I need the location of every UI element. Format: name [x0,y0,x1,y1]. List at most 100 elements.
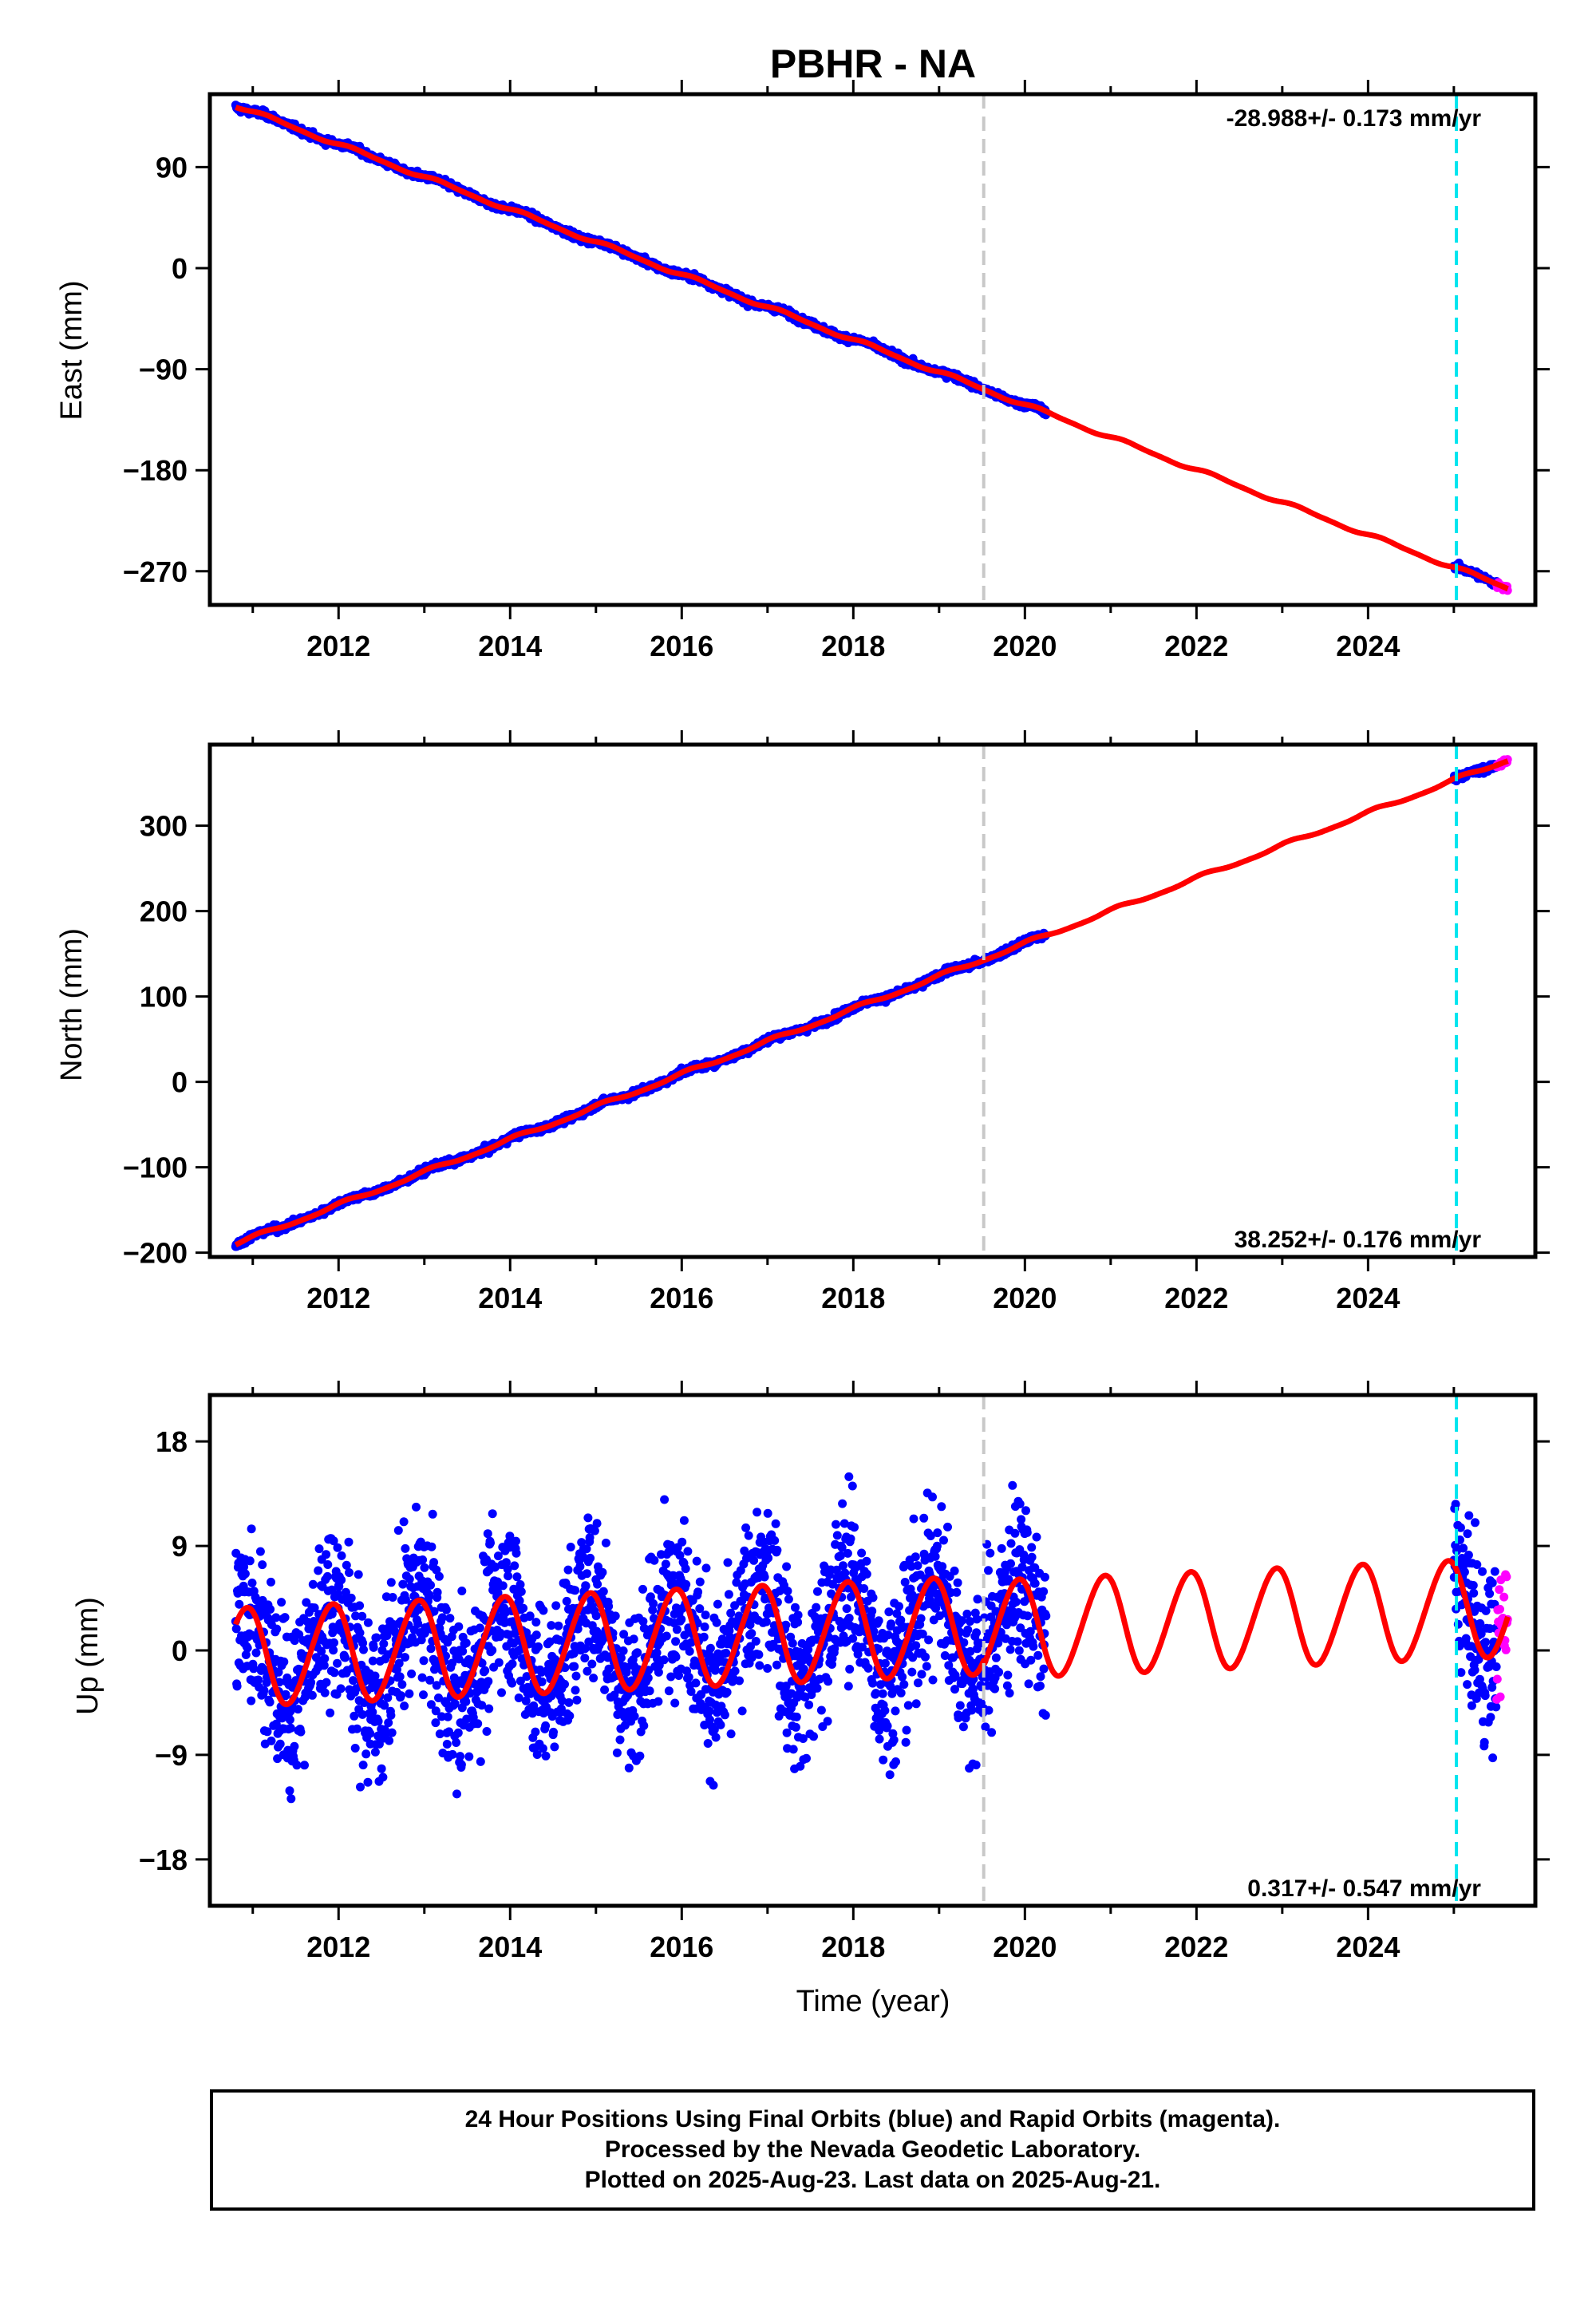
final-orbit-point [418,1555,428,1564]
final-orbit-point [388,1593,397,1602]
final-orbit-point [240,1569,250,1579]
final-orbit-point [550,1742,559,1752]
final-orbit-point [352,1724,361,1733]
final-orbit-point [670,1698,680,1708]
final-orbit-point [726,1608,736,1618]
final-orbit-point [747,1629,757,1638]
final-orbit-point [700,1622,709,1631]
final-orbit-point [243,1643,252,1653]
final-orbit-point [341,1653,350,1662]
north-model-fit-line [233,758,1510,1248]
final-orbit-point [344,1537,354,1547]
north-y-tick-label: 100 [140,981,188,1014]
north-x-tick-label: 2016 [650,1282,713,1314]
east-axis-label: East (mm) [55,280,89,420]
final-orbit-point [358,1611,367,1621]
final-orbit-point [705,1706,714,1716]
final-orbit-point [593,1579,602,1589]
final-orbit-point [255,1547,265,1556]
final-orbit-point [671,1652,681,1662]
final-orbit-point [554,1621,563,1630]
final-orbit-point [363,1618,373,1627]
final-orbit-point [723,1558,733,1567]
final-orbit-point [681,1579,691,1589]
final-orbit-point [565,1711,575,1721]
final-orbit-point [709,1780,718,1790]
final-orbit-point [566,1543,575,1551]
final-orbit-point [741,1523,751,1532]
final-orbit-point [386,1710,396,1720]
final-orbit-point [231,1624,241,1634]
final-orbit-point [703,1739,713,1748]
up-final-orbit-points [231,1472,1502,1804]
final-orbit-point [592,1519,602,1528]
up-plot-area [231,1395,1512,1906]
final-orbit-point [285,1715,294,1725]
final-orbit-point [355,1601,365,1611]
final-orbit-point [772,1545,782,1555]
east-y-tick-label: −180 [123,454,188,487]
final-orbit-point [722,1687,732,1697]
final-orbit-point [497,1688,506,1697]
final-orbit-point [583,1513,593,1523]
final-orbit-point [326,1708,335,1717]
final-orbit-point [541,1751,551,1761]
east-model-fit-line [233,105,1510,592]
final-orbit-point [419,1690,428,1700]
final-orbit-point [638,1584,647,1594]
final-orbit-point [684,1673,693,1682]
east-y-tick-label: 0 [172,252,188,285]
final-orbit-point [245,1556,255,1566]
final-orbit-point [562,1596,571,1606]
final-orbit-point [412,1502,421,1512]
final-orbit-point [560,1679,569,1689]
final-orbit-point [441,1605,451,1614]
final-orbit-point [457,1587,467,1595]
final-orbit-point [583,1569,591,1579]
north-y-tick-label: 200 [140,895,188,928]
final-orbit-point [456,1752,465,1761]
final-orbit-point [337,1575,346,1585]
final-orbit-point [350,1744,360,1753]
final-orbit-point [660,1495,670,1504]
final-orbit-point [377,1764,386,1773]
north-x-tick-label: 2022 [1164,1282,1228,1314]
final-orbit-point [695,1577,705,1587]
final-orbit-point [601,1538,610,1547]
final-orbit-point [754,1650,764,1659]
final-orbit-point [461,1697,471,1706]
final-orbit-point [322,1678,331,1687]
final-orbit-point [598,1587,608,1596]
final-orbit-point [508,1678,517,1688]
final-orbit-point [664,1686,674,1696]
north-y-tick-label: 0 [172,1066,188,1099]
final-orbit-point [464,1752,474,1761]
final-orbit-point [387,1728,397,1737]
final-orbit-point [721,1648,731,1658]
final-orbit-point [247,1524,256,1534]
final-orbit-point [329,1646,338,1655]
east-x-tick-label: 2020 [993,630,1057,662]
north-y-tick-label: −100 [123,1152,188,1184]
final-orbit-point [354,1570,363,1579]
final-orbit-point [359,1645,368,1654]
final-orbit-point [333,1543,342,1552]
final-orbit-point [508,1659,517,1669]
final-orbit-point [572,1695,582,1705]
final-orbit-point [453,1728,463,1737]
east-x-tick-label: 2024 [1336,630,1400,662]
north-y-tick-label: −200 [123,1237,188,1270]
final-orbit-point [730,1666,740,1676]
final-orbit-point [386,1578,396,1587]
final-orbit-point [247,1696,256,1705]
final-orbit-point [397,1680,407,1690]
final-orbit-point [280,1613,290,1622]
final-orbit-point [407,1669,417,1678]
up-panel: Up (mm) 2012 2014 2016 2018 2020 2022 20241890… [71,1381,1550,1963]
final-orbit-point [308,1579,318,1589]
final-orbit-point [726,1729,736,1739]
north-x-tick-label: 2024 [1336,1282,1400,1314]
final-orbit-point [633,1648,642,1658]
final-orbit-point [692,1556,701,1566]
north-x-tick-label: 2012 [306,1282,370,1314]
